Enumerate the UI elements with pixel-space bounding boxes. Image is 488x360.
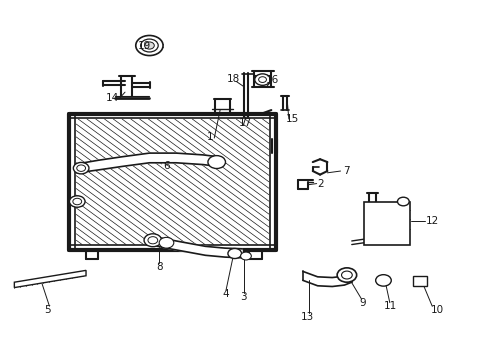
Circle shape bbox=[144, 42, 154, 49]
Text: 11: 11 bbox=[384, 301, 397, 311]
Circle shape bbox=[136, 36, 163, 55]
Text: 5: 5 bbox=[43, 305, 50, 315]
Text: 8: 8 bbox=[156, 262, 162, 272]
Circle shape bbox=[73, 162, 89, 174]
Text: 12: 12 bbox=[425, 216, 438, 226]
Text: 1: 1 bbox=[206, 132, 213, 142]
Text: 15: 15 bbox=[285, 114, 298, 124]
Circle shape bbox=[69, 196, 85, 207]
Circle shape bbox=[375, 275, 390, 286]
Circle shape bbox=[207, 156, 225, 168]
Text: 4: 4 bbox=[222, 289, 229, 299]
Text: 16: 16 bbox=[265, 75, 279, 85]
Circle shape bbox=[148, 237, 158, 244]
Text: 2: 2 bbox=[316, 179, 323, 189]
Polygon shape bbox=[76, 119, 268, 244]
Circle shape bbox=[336, 268, 356, 282]
Circle shape bbox=[141, 39, 158, 52]
Text: 19: 19 bbox=[138, 41, 151, 50]
Bar bbox=[363, 202, 409, 244]
Text: 7: 7 bbox=[343, 166, 349, 176]
Polygon shape bbox=[77, 153, 217, 173]
Circle shape bbox=[159, 237, 173, 248]
Polygon shape bbox=[149, 235, 242, 258]
Text: 9: 9 bbox=[359, 298, 365, 308]
Circle shape bbox=[254, 74, 270, 85]
Text: 14: 14 bbox=[106, 93, 119, 103]
Text: 18: 18 bbox=[227, 74, 240, 84]
Text: 17: 17 bbox=[238, 118, 252, 128]
Circle shape bbox=[341, 271, 351, 279]
Bar bbox=[412, 276, 426, 286]
Circle shape bbox=[397, 197, 408, 206]
Text: 13: 13 bbox=[301, 312, 314, 322]
Polygon shape bbox=[14, 270, 86, 288]
Circle shape bbox=[258, 77, 266, 82]
Circle shape bbox=[144, 234, 161, 247]
Circle shape bbox=[73, 198, 81, 205]
Circle shape bbox=[240, 252, 251, 260]
Circle shape bbox=[227, 248, 241, 258]
Text: 3: 3 bbox=[240, 292, 246, 302]
Circle shape bbox=[77, 165, 85, 171]
Text: 6: 6 bbox=[163, 161, 169, 171]
Text: 10: 10 bbox=[429, 305, 443, 315]
